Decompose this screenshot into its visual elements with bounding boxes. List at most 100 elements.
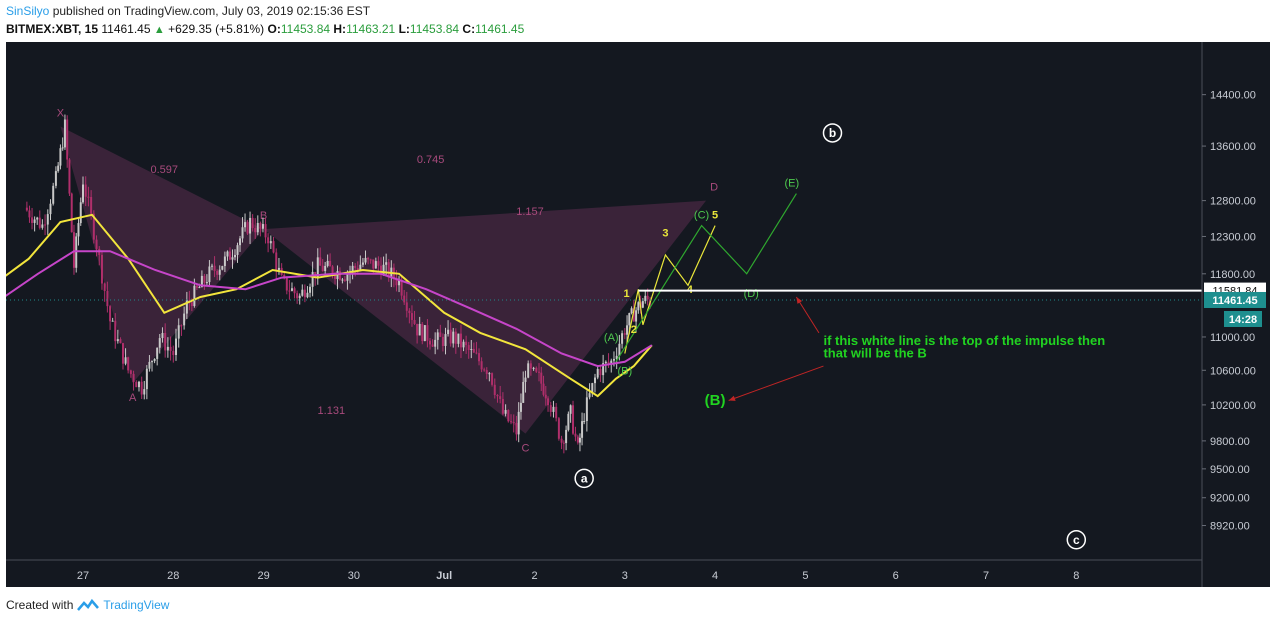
footer: Created with TradingView bbox=[6, 598, 169, 612]
candle-body bbox=[429, 340, 432, 345]
candle-body bbox=[31, 217, 34, 223]
candle-body bbox=[413, 319, 416, 324]
candle-body bbox=[203, 275, 206, 283]
candle-body bbox=[361, 262, 364, 265]
candle-body bbox=[524, 377, 527, 382]
candle-body bbox=[239, 238, 242, 246]
price-tick-label: 12800.00 bbox=[1210, 196, 1256, 208]
candle-body bbox=[111, 320, 114, 322]
candle-body bbox=[338, 271, 341, 280]
author-name[interactable]: SinSilyo bbox=[6, 4, 50, 18]
chart-area[interactable]: X A B C D 0.597 0.745 1.157 1.131 1 2 3 4 5 (A) (B) (C)… bbox=[0, 42, 1270, 587]
candle-body bbox=[522, 381, 525, 403]
up-triangle-icon: ▲ bbox=[153, 24, 165, 36]
candle-body bbox=[61, 147, 64, 149]
candle-body bbox=[82, 184, 84, 203]
price-tick-label: 12300.00 bbox=[1210, 231, 1256, 243]
candle-body bbox=[512, 422, 515, 424]
candle-body bbox=[423, 325, 426, 342]
candle-body bbox=[501, 398, 504, 414]
candle-body bbox=[635, 310, 638, 322]
candle-body bbox=[485, 370, 488, 374]
price-tick-label: 9800.00 bbox=[1210, 436, 1250, 448]
wave-circle-marker bbox=[822, 123, 843, 143]
candle-body bbox=[578, 437, 581, 443]
candle-body bbox=[164, 332, 167, 351]
candle-body bbox=[585, 397, 588, 422]
candle-body bbox=[538, 371, 541, 373]
time-tick-label: 4 bbox=[712, 570, 718, 582]
candle-body bbox=[70, 193, 73, 233]
harmonic-triangle-xab bbox=[60, 126, 264, 384]
harmonic-ratio-label: 0.597 bbox=[151, 164, 179, 176]
abcde-wave-label: (E) bbox=[785, 178, 800, 190]
candle-body bbox=[581, 421, 584, 438]
candle-body bbox=[241, 227, 244, 239]
candle-body bbox=[298, 295, 301, 299]
candle-body bbox=[434, 339, 437, 347]
candle-body bbox=[326, 260, 329, 266]
candle-body bbox=[129, 370, 132, 374]
candle-body bbox=[532, 367, 535, 369]
candle-body bbox=[303, 289, 306, 298]
harmonic-point-label: C bbox=[521, 443, 529, 455]
candle-body bbox=[604, 361, 607, 364]
candle-body bbox=[277, 267, 280, 270]
candle-body bbox=[301, 289, 304, 296]
time-tick-label: 30 bbox=[348, 570, 360, 582]
candle-body bbox=[395, 278, 398, 286]
wave-circle-marker bbox=[1066, 530, 1087, 550]
candle-body bbox=[403, 295, 406, 303]
candle-body bbox=[283, 274, 286, 277]
candle-body bbox=[52, 185, 55, 204]
price-tick-label: 11800.00 bbox=[1210, 269, 1255, 281]
candle-body bbox=[527, 363, 530, 378]
candle-body bbox=[28, 210, 31, 218]
candle-body bbox=[567, 413, 570, 430]
candle-body bbox=[351, 265, 354, 272]
candle-body bbox=[319, 257, 322, 266]
candle-body bbox=[213, 265, 216, 271]
price-chart[interactable]: X A B C D 0.597 0.745 1.157 1.131 1 2 3 4 5 (A) (B) (C)… bbox=[0, 42, 1270, 587]
candle-body bbox=[628, 313, 631, 326]
low-value: 11453.84 bbox=[409, 22, 460, 36]
candle-body bbox=[57, 165, 60, 172]
tradingview-logo-icon bbox=[77, 598, 100, 611]
candle-body bbox=[341, 279, 344, 281]
candle-body bbox=[405, 302, 408, 311]
candle-body bbox=[234, 254, 237, 258]
candle-body bbox=[151, 361, 154, 363]
candle-body bbox=[195, 285, 198, 288]
candle-body bbox=[569, 405, 572, 414]
candle-body bbox=[68, 159, 71, 194]
open-label: O: bbox=[267, 22, 281, 36]
candle-body bbox=[221, 266, 224, 270]
harmonic-point-label: D bbox=[710, 182, 718, 194]
candle-body bbox=[385, 262, 388, 265]
candle-body bbox=[103, 283, 106, 292]
price-label-bg bbox=[1204, 291, 1266, 308]
candle-body bbox=[549, 405, 552, 412]
tradingview-brand[interactable]: TradingView bbox=[103, 598, 170, 612]
candle-body bbox=[180, 325, 183, 327]
candle-body bbox=[410, 313, 413, 320]
candle-body bbox=[145, 368, 148, 390]
candle-body bbox=[540, 372, 543, 384]
candle-body bbox=[576, 436, 579, 443]
candle-body bbox=[218, 269, 221, 275]
low-label: L: bbox=[398, 22, 410, 36]
candle-body bbox=[454, 331, 457, 344]
candle-body bbox=[63, 119, 66, 148]
red-arrow-left bbox=[728, 365, 824, 401]
candle-body bbox=[462, 341, 465, 348]
red-arrow-left-head bbox=[728, 395, 736, 401]
ohlc-bar: BITMEX:XBT, 15 11461.45 ▲ +629.35 (+5.81… bbox=[6, 22, 524, 36]
wave-b-label: (B) bbox=[705, 392, 726, 409]
candle-body bbox=[236, 245, 239, 255]
candle-body bbox=[166, 346, 169, 351]
candle-body bbox=[249, 217, 252, 234]
candle-body bbox=[439, 332, 442, 337]
time-tick-label: 29 bbox=[257, 570, 269, 582]
candle-body bbox=[478, 353, 481, 362]
candle-body bbox=[452, 331, 455, 344]
